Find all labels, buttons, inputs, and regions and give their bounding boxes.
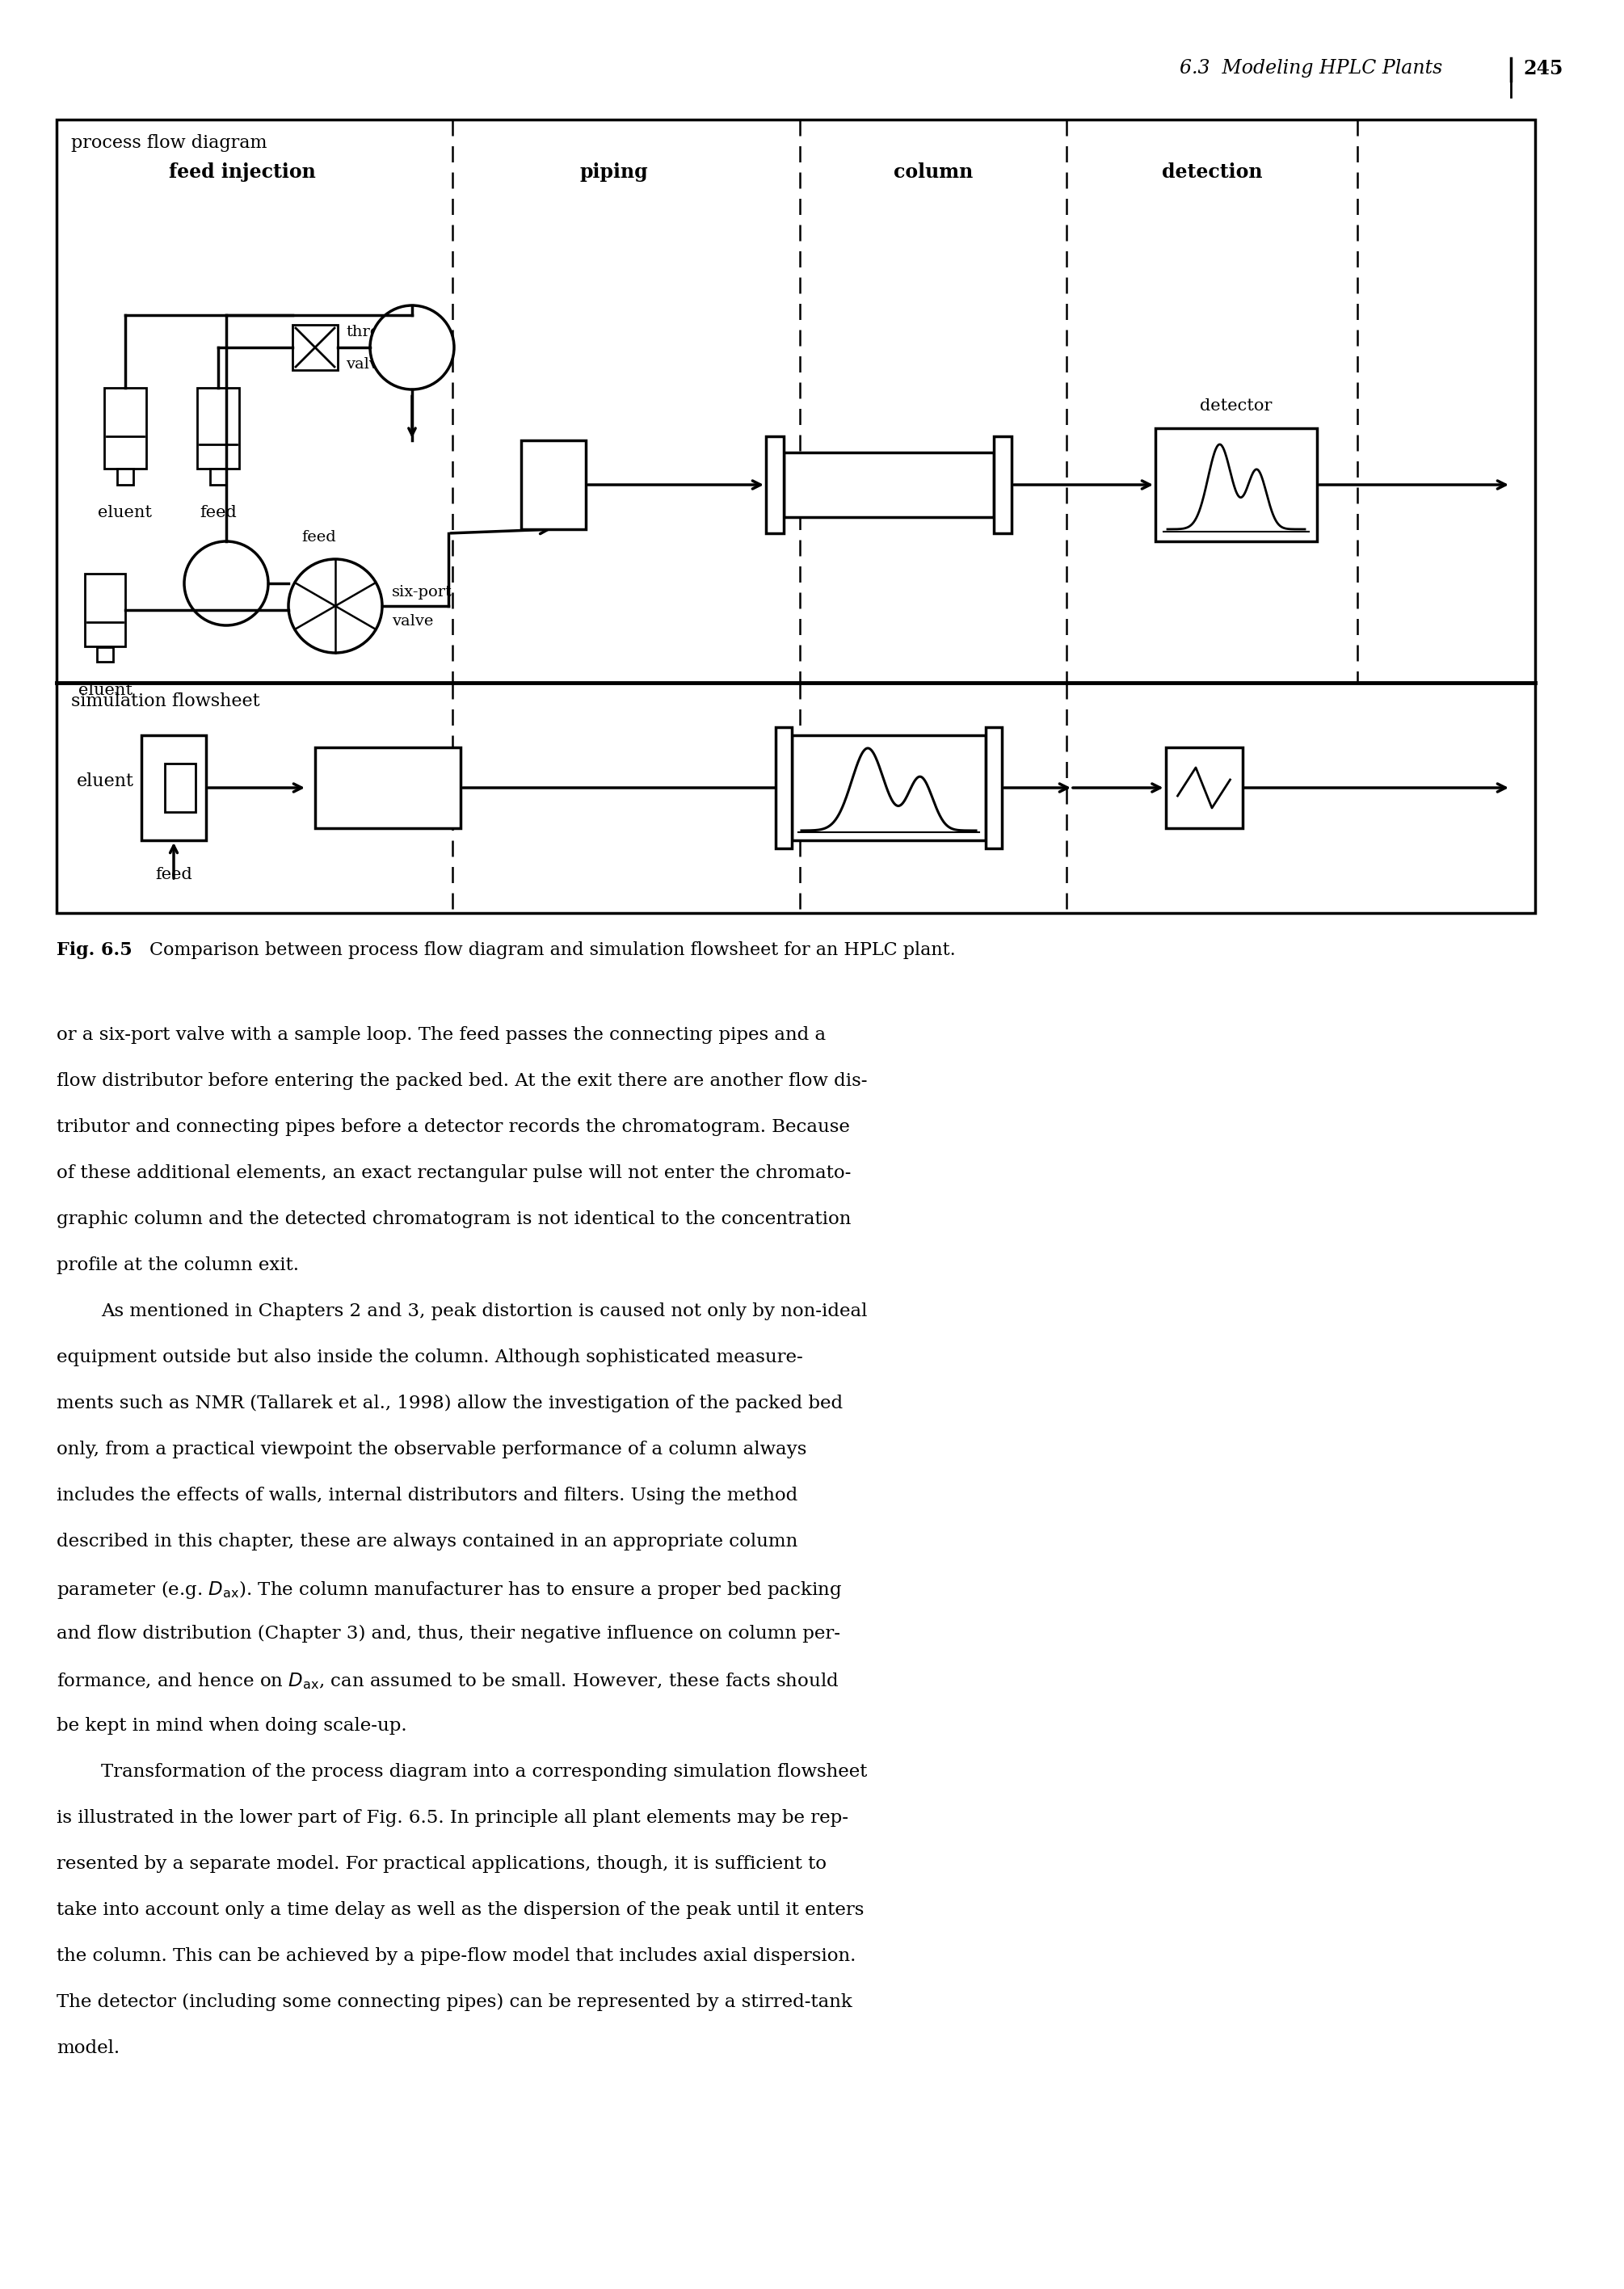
Bar (57, 119, 1535, 913)
Text: 6.3  Modeling HPLC Plants: 6.3 Modeling HPLC Plants (1179, 60, 1442, 78)
Text: or: or (542, 476, 565, 494)
Text: eluent: eluent (76, 771, 135, 790)
Text: model.: model. (57, 2039, 120, 2058)
Bar (767, 437, 784, 533)
Text: process flow diagram: process flow diagram (71, 135, 266, 151)
Bar (521, 439, 586, 529)
Text: detection: detection (1161, 163, 1262, 181)
Text: or a six-port valve with a sample loop. The feed passes the connecting pipes and: or a six-port valve with a sample loop. … (57, 1025, 827, 1044)
Bar (793, 735, 986, 840)
Text: graphic column and the detected chromatogram is not identical to the concentrati: graphic column and the detected chromato… (57, 1211, 851, 1229)
Text: includes the effects of walls, internal distributors and filters. Using the meth: includes the effects of walls, internal … (57, 1486, 797, 1504)
Text: As mentioned in Chapters 2 and 3, peak distortion is caused not only by non-idea: As mentioned in Chapters 2 and 3, peak d… (101, 1302, 867, 1321)
Text: valve: valve (391, 613, 434, 629)
Text: valve: valve (346, 357, 387, 371)
Text: feed: feed (302, 531, 336, 545)
Bar (117, 469, 133, 485)
Text: tributor and connecting pipes before a detector records the chromatogram. Becaus: tributor and connecting pipes before a d… (57, 1119, 849, 1135)
Text: feed: feed (200, 506, 237, 520)
Text: flow distributor before entering the packed bed. At the exit there are another f: flow distributor before entering the pac… (57, 1071, 867, 1090)
Bar (97, 648, 114, 662)
Text: simulation flowsheet: simulation flowsheet (71, 694, 260, 710)
Text: column: column (893, 163, 973, 181)
Bar (784, 453, 994, 517)
Bar (1166, 749, 1242, 829)
Bar (197, 387, 239, 469)
Text: the column. This can be achieved by a pipe-flow model that includes axial disper: the column. This can be achieved by a pi… (57, 1948, 856, 1964)
Text: 245: 245 (1523, 60, 1562, 78)
Bar (104, 387, 146, 469)
Bar (292, 325, 338, 371)
Text: be kept in mind when doing scale-up.: be kept in mind when doing scale-up. (57, 1717, 408, 1735)
Text: piping: piping (580, 163, 648, 181)
Bar (1155, 428, 1317, 540)
Text: of these additional elements, an exact rectangular pulse will not enter the chro: of these additional elements, an exact r… (57, 1165, 851, 1181)
Text: Fig. 6.5: Fig. 6.5 (57, 941, 132, 959)
Text: eluent: eluent (97, 506, 153, 520)
Text: six-port: six-port (391, 586, 453, 600)
Bar (986, 728, 1002, 849)
Text: detector: detector (1200, 398, 1272, 414)
Text: resented by a separate model. For practical applications, though, it is sufficie: resented by a separate model. For practi… (57, 1854, 827, 1872)
Text: and flow distribution (Chapter 3) and, thus, their negative influence on column : and flow distribution (Chapter 3) and, t… (57, 1625, 840, 1644)
Bar (315, 749, 461, 829)
Text: ments such as NMR (Tallarek et al., 1998) allow the investigation of the packed : ments such as NMR (Tallarek et al., 1998… (57, 1394, 843, 1412)
Bar (994, 437, 1012, 533)
Text: feed: feed (156, 868, 192, 881)
Bar (164, 765, 195, 813)
Text: described in this chapter, these are always contained in an appropriate column: described in this chapter, these are alw… (57, 1534, 797, 1550)
Text: formance, and hence on $D_{\mathrm{ax}}$, can assumed to be small. However, thes: formance, and hence on $D_{\mathrm{ax}}$… (57, 1671, 840, 1692)
Bar (141, 735, 206, 840)
Text: parameter (e.g. $D_{\mathrm{ax}}$). The column manufacturer has to ensure a prop: parameter (e.g. $D_{\mathrm{ax}}$). The … (57, 1579, 841, 1600)
Text: eluent: eluent (78, 682, 132, 698)
Text: profile at the column exit.: profile at the column exit. (57, 1257, 299, 1275)
Circle shape (370, 304, 455, 389)
Text: equipment outside but also inside the column. Although sophisticated measure-: equipment outside but also inside the co… (57, 1348, 802, 1367)
Text: Transformation of the process diagram into a corresponding simulation flowsheet: Transformation of the process diagram in… (101, 1763, 867, 1781)
Text: take into account only a time delay as well as the dispersion of the peak until : take into account only a time delay as w… (57, 1902, 864, 1918)
Text: feed injection: feed injection (169, 163, 315, 181)
Text: only, from a practical viewpoint the observable performance of a column always: only, from a practical viewpoint the obs… (57, 1440, 807, 1458)
Bar (84, 575, 125, 645)
Text: The detector (including some connecting pipes) can be represented by a stirred-t: The detector (including some connecting … (57, 1994, 853, 2012)
Text: three-way: three-way (346, 325, 425, 339)
Bar (209, 469, 227, 485)
Circle shape (289, 559, 382, 652)
Circle shape (184, 540, 268, 625)
Bar (776, 728, 793, 849)
Text: is illustrated in the lower part of Fig. 6.5. In principle all plant elements ma: is illustrated in the lower part of Fig.… (57, 1808, 848, 1827)
Text: Comparison between process flow diagram and simulation flowsheet for an HPLC pla: Comparison between process flow diagram … (149, 941, 955, 959)
